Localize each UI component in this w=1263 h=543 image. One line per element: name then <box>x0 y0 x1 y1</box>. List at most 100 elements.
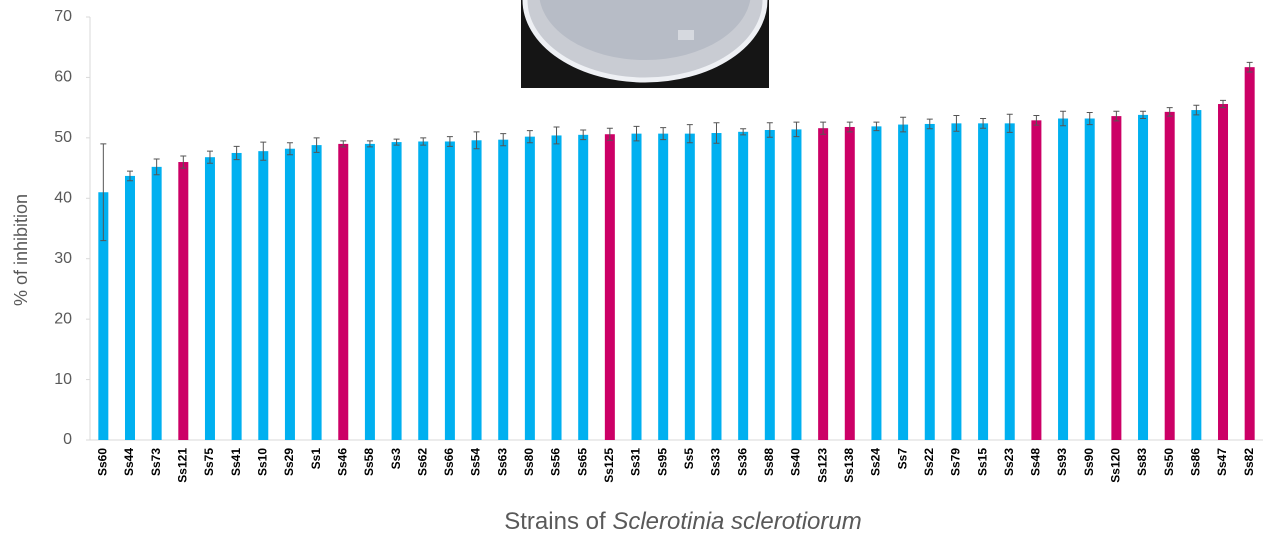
bar <box>498 139 509 441</box>
error-bar <box>606 127 613 141</box>
x-tick-label: Ss83 <box>1135 448 1149 476</box>
error-bar <box>740 128 747 136</box>
bar <box>738 131 749 441</box>
error-bar <box>1060 110 1067 127</box>
bar <box>204 157 215 441</box>
bar <box>444 141 455 441</box>
error-bar <box>900 116 907 133</box>
x-tick-label: Ss80 <box>522 448 536 476</box>
bar <box>604 134 615 440</box>
bar <box>658 133 669 440</box>
bar <box>791 129 802 440</box>
x-tick-label: Ss41 <box>229 448 243 476</box>
x-tick-label: Ss60 <box>96 448 110 476</box>
bar <box>311 145 322 440</box>
bar <box>338 143 349 440</box>
error-bar <box>953 114 960 132</box>
y-tick-label: 10 <box>54 371 72 388</box>
x-tick-label: Ss1 <box>309 448 323 470</box>
x-tick-label: Ss23 <box>1002 448 1016 476</box>
x-tick-label: Ss121 <box>175 448 189 483</box>
error-bar <box>873 121 880 132</box>
x-axis-title-italic: Sclerotinia sclerotiorum <box>612 508 861 535</box>
error-bar <box>1086 111 1093 126</box>
error-bar <box>766 122 773 138</box>
x-tick-label: Ss75 <box>202 448 216 476</box>
bar <box>1111 116 1122 441</box>
x-tick-label: Ss65 <box>575 448 589 476</box>
x-tick-label: Ss29 <box>282 448 296 476</box>
bar <box>471 140 482 440</box>
error-bar <box>206 150 213 164</box>
error-bar <box>313 137 320 153</box>
x-tick-label: Ss56 <box>549 448 563 476</box>
bar <box>1244 67 1255 441</box>
error-bar <box>500 133 507 147</box>
error-bar <box>660 127 667 141</box>
bar <box>578 134 589 441</box>
error-bar <box>1140 110 1147 120</box>
x-tick-label: Ss48 <box>1029 448 1043 476</box>
bar <box>631 133 642 440</box>
x-tick-label: Ss54 <box>469 448 483 476</box>
x-tick-label: Ss24 <box>869 448 883 476</box>
bar <box>898 124 909 440</box>
bar <box>978 123 989 441</box>
x-tick-label: Ss62 <box>415 448 429 476</box>
bar <box>124 175 135 441</box>
bar <box>684 133 695 440</box>
error-bar <box>1166 107 1173 117</box>
x-tick-label: Ss40 <box>789 448 803 476</box>
bar <box>391 142 402 440</box>
x-tick-label: Ss123 <box>815 448 829 483</box>
bar <box>764 130 775 440</box>
bar <box>364 143 375 440</box>
error-bar <box>820 121 827 135</box>
x-tick-label: Ss44 <box>122 448 136 476</box>
x-tick-label: Ss7 <box>895 448 909 470</box>
bar <box>844 126 855 440</box>
error-bar <box>233 145 240 161</box>
x-tick-label: Ss90 <box>1082 448 1096 476</box>
bar <box>1164 111 1175 440</box>
error-bar <box>526 130 533 144</box>
error-bar <box>713 122 720 144</box>
bar <box>711 133 722 440</box>
x-tick-label: Ss95 <box>655 448 669 476</box>
y-tick-label: 30 <box>54 250 72 267</box>
x-axis-title: Strains of Sclerotinia sclerotiorum <box>504 508 861 535</box>
bar <box>1084 118 1095 441</box>
inset-photo <box>521 0 769 88</box>
bar <box>1058 118 1069 441</box>
error-bar <box>366 140 373 148</box>
error-bar <box>1220 99 1227 109</box>
error-bar <box>260 141 267 161</box>
x-axis-title-prefix: Strains of <box>504 508 606 535</box>
bar <box>951 123 962 441</box>
x-tick-label: Ss22 <box>922 448 936 476</box>
x-tick-label: Ss3 <box>389 448 403 470</box>
error-bar <box>553 126 560 145</box>
error-bar <box>1113 110 1120 122</box>
bar <box>151 166 162 440</box>
error-bar <box>126 170 133 182</box>
bar <box>524 136 535 441</box>
bar <box>178 162 189 440</box>
error-bar <box>473 131 480 150</box>
x-tick-label: Ss79 <box>949 448 963 476</box>
bar <box>231 152 242 440</box>
bar <box>1004 123 1015 441</box>
y-axis-title: % of inhibition <box>11 194 31 306</box>
x-tick-label: Ss58 <box>362 448 376 476</box>
error-bar <box>686 124 693 144</box>
error-bar <box>420 137 427 146</box>
bar <box>284 148 295 440</box>
x-tick-label: Ss73 <box>149 448 163 476</box>
bar <box>551 135 562 440</box>
x-tick-label: Ss5 <box>682 448 696 470</box>
x-tick-label: Ss88 <box>762 448 776 476</box>
x-tick-label: Ss47 <box>1215 448 1229 476</box>
x-tick-label: Ss50 <box>1162 448 1176 476</box>
y-tick-label: 50 <box>54 129 72 146</box>
